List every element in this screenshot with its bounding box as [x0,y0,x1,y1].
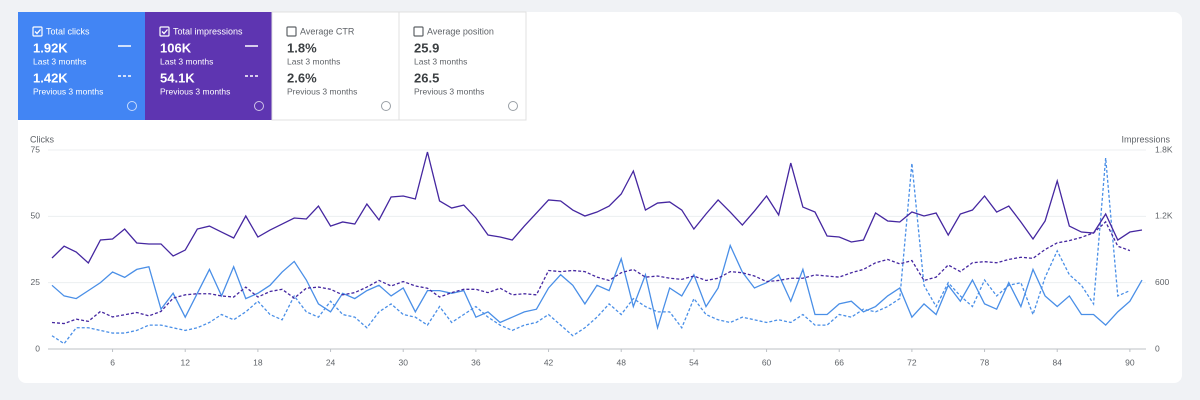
x-tick-label: 42 [544,357,554,367]
y-tick-label: 25 [31,277,41,287]
x-tick-label: 60 [762,357,772,367]
card-value: 106K [160,40,192,55]
y-tick-label: 75 [31,144,41,154]
x-tick-label: 78 [980,357,990,367]
x-tick-label: 66 [834,357,844,367]
x-tick-label: 48 [616,357,626,367]
y2-tick-label: 1.8K [1155,144,1173,154]
card-prev-value: 54.1K [160,70,195,85]
metric-card[interactable] [145,12,272,120]
x-tick-label: 90 [1125,357,1135,367]
card-value: 25.9 [414,40,439,55]
help-icon[interactable] [127,101,137,111]
card-label: Average CTR [300,26,355,36]
card-prev-period: Previous 3 months [414,86,484,96]
metric-card[interactable] [398,11,527,121]
y2-tick-label: 600 [1155,277,1169,287]
series-line [51,220,1131,325]
card-value: 1.8% [287,40,317,55]
card-prev-value: 1.42K [33,70,68,85]
checkbox[interactable] [286,26,297,37]
card-prev-value: 2.6% [287,70,317,85]
x-tick-label: 30 [398,357,408,367]
y2-tick-label: 1.2K [1155,211,1173,221]
x-tick-label: 12 [180,357,190,367]
y2-tick-label: 0 [1155,343,1160,353]
card-label: Total clicks [46,26,90,36]
card-period: Last 3 months [287,56,340,66]
x-tick-label: 84 [1052,357,1062,367]
checkmark [161,29,168,35]
series-line [51,151,1143,265]
series-line [51,243,1143,331]
metric-card[interactable] [271,11,400,121]
help-icon[interactable] [381,101,391,111]
x-tick-label: 6 [110,357,115,367]
y2-axis-title: Impressions [1121,134,1170,144]
card-prev-value: 26.5 [414,70,439,85]
y-tick-label: 50 [31,211,41,221]
series-line [51,157,1131,345]
checkmark [34,29,41,35]
card-period: Last 3 months [160,56,213,66]
y-axis-title: Clicks [30,134,54,144]
x-tick-label: 24 [326,357,336,367]
card-prev-period: Previous 3 months [160,86,230,96]
y-tick-label: 0 [35,343,40,353]
card-prev-period: Previous 3 months [33,86,103,96]
checkbox[interactable] [413,26,424,37]
metric-card[interactable] [18,12,145,120]
card-prev-period: Previous 3 months [287,86,357,96]
x-tick-label: 72 [907,357,917,367]
card-period: Last 3 months [33,56,86,66]
help-icon[interactable] [254,101,264,111]
card-value: 1.92K [33,40,68,55]
card-period: Last 3 months [414,56,467,66]
card-label: Total impressions [173,26,243,36]
x-tick-label: 18 [253,357,263,367]
help-icon[interactable] [508,101,518,111]
checkbox[interactable] [159,26,170,37]
x-tick-label: 54 [689,357,699,367]
x-tick-label: 36 [471,357,481,367]
card-label: Average position [427,26,494,36]
checkbox[interactable] [32,26,43,37]
